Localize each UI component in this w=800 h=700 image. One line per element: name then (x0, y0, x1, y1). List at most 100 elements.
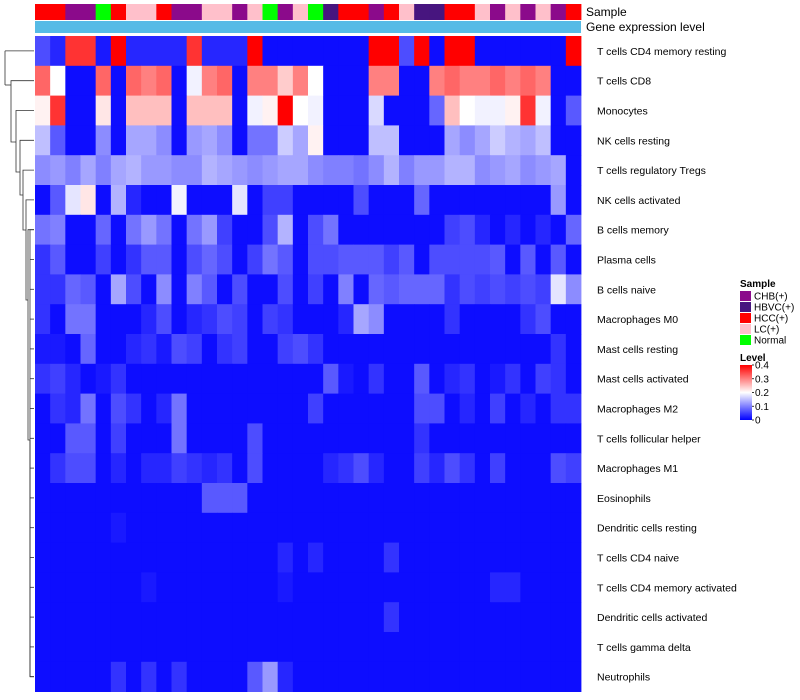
heatmap-cell (535, 572, 552, 603)
heatmap-cell (262, 512, 279, 543)
heatmap-cell (65, 483, 81, 514)
heatmap-cell (444, 512, 461, 543)
heatmap-cell (156, 572, 172, 603)
sample-annotation-cell (520, 4, 536, 20)
heatmap-cell (368, 155, 385, 186)
heatmap-cell (141, 423, 157, 454)
heatmap-cell (80, 95, 97, 126)
heatmap-cell (110, 274, 127, 305)
heatmap-cell (126, 125, 142, 156)
heatmap-cell (277, 423, 294, 454)
heatmap-cell (535, 95, 552, 126)
heatmap-cell (383, 125, 400, 156)
heatmap-cell (565, 65, 582, 96)
heatmap-cell (338, 185, 354, 216)
heatmap-cell (368, 393, 385, 424)
heatmap-cell (35, 185, 51, 216)
heatmap-cell (414, 572, 430, 603)
heatmap-cell (490, 65, 506, 96)
heatmap-cell (50, 453, 66, 484)
heatmap-cell (186, 185, 203, 216)
heatmap-cell (399, 36, 415, 67)
heatmap-cell (353, 334, 370, 365)
heatmap-cell (277, 36, 294, 67)
legend-tick-label: 0.3 (755, 374, 769, 385)
heatmap-cell (338, 423, 354, 454)
heatmap-cell (505, 185, 521, 216)
legend-swatch (740, 324, 751, 334)
heatmap-cell (171, 95, 188, 126)
heatmap-cell (338, 65, 354, 96)
heatmap-cell (338, 572, 354, 603)
heatmap-cell (490, 542, 506, 573)
heatmap-cell (126, 214, 142, 245)
heatmap-cell (186, 155, 203, 186)
heatmap-cell (323, 155, 339, 186)
heatmap-cell (186, 572, 203, 603)
heatmap-cell (141, 155, 157, 186)
heatmap-cell (262, 602, 279, 633)
heatmap-cell (444, 661, 461, 692)
heatmap-cell (444, 125, 461, 156)
heatmap-cell (277, 363, 294, 394)
heatmap-cell (535, 65, 552, 96)
heatmap-cell (156, 661, 172, 692)
heatmap-cell (247, 185, 263, 216)
sample-annotation-cell (353, 4, 370, 20)
heatmap-cell (459, 602, 476, 633)
heatmap-cell (292, 632, 309, 663)
heatmap-cell (474, 632, 491, 663)
heatmap-cell (308, 632, 324, 663)
heatmap-cell (201, 363, 218, 394)
heatmap-cell (65, 661, 81, 692)
heatmap-cell (338, 214, 354, 245)
heatmap-cell (444, 65, 461, 96)
heatmap-cell (368, 661, 385, 692)
legend-label: LC(+) (754, 325, 779, 336)
heatmap-cell (474, 453, 491, 484)
legend-label: HBVC(+) (754, 303, 794, 314)
heatmap-cell (383, 661, 400, 692)
gene-expression-annotation-bar (35, 21, 581, 33)
heatmap-cell (80, 304, 97, 335)
dendrogram-branch (19, 139, 34, 172)
heatmap-cell (35, 274, 51, 305)
heatmap-cell (126, 244, 142, 275)
heatmap-cell (505, 155, 521, 186)
heatmap-cell (186, 393, 203, 424)
heatmap-cell (186, 363, 203, 394)
heatmap-cell (186, 36, 203, 67)
heatmap-cell (474, 512, 491, 543)
heatmap-cell (110, 632, 127, 663)
heatmap-cell (277, 304, 294, 335)
heatmap-cell (368, 542, 385, 573)
heatmap-cell (490, 274, 506, 305)
heatmap-cell (171, 572, 188, 603)
heatmap-cell (520, 95, 536, 126)
heatmap-cell (65, 95, 81, 126)
row-label: NK cells resting (597, 135, 670, 147)
heatmap-cell (141, 661, 157, 692)
legend-tick-label: 0.1 (755, 402, 769, 413)
heatmap-cell (217, 542, 233, 573)
heatmap-cell (383, 95, 400, 126)
heatmap-cell (277, 95, 294, 126)
heatmap-cell (490, 632, 506, 663)
heatmap-cell (399, 393, 415, 424)
heatmap-cell (535, 661, 552, 692)
heatmap-cell (156, 483, 172, 514)
heatmap-cell (338, 95, 354, 126)
heatmap-cell (95, 512, 112, 543)
heatmap-cell (292, 512, 309, 543)
legend-label: Normal (754, 336, 786, 347)
heatmap-cell (80, 65, 97, 96)
dendrogram-branch (29, 440, 34, 678)
heatmap-cell (126, 393, 142, 424)
heatmap-cell (50, 661, 66, 692)
heatmap-cell (232, 393, 248, 424)
heatmap-cell (80, 661, 97, 692)
heatmap-cell (444, 334, 461, 365)
heatmap-cell (186, 602, 203, 633)
heatmap-cell (110, 572, 127, 603)
heatmap-cell (247, 125, 263, 156)
